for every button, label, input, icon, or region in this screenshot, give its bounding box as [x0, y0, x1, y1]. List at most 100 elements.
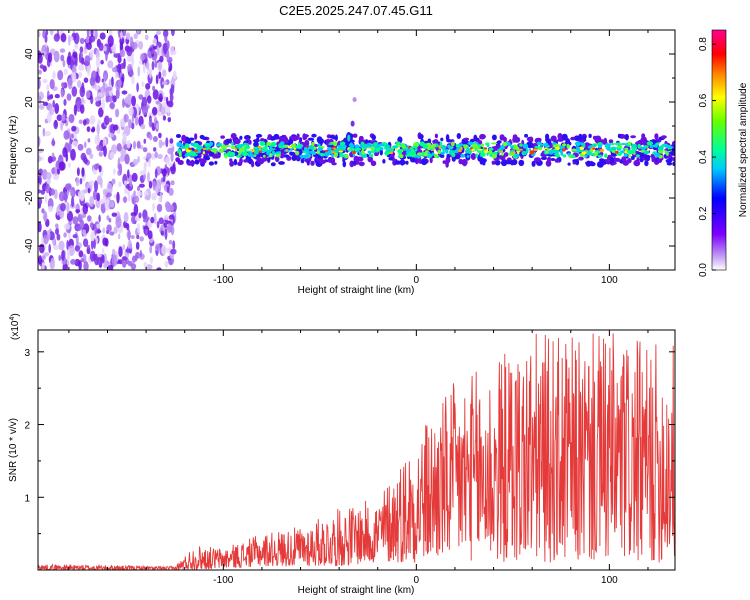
- noise-blob: [125, 248, 132, 253]
- signal-peak: [394, 148, 398, 151]
- signal-blob-core: [339, 152, 344, 155]
- spectrogram-y-tick-label: -40: [24, 238, 35, 253]
- noise-blob: [164, 260, 169, 268]
- noise-region: [38, 30, 178, 270]
- noise-blob: [89, 49, 94, 58]
- noise-blob: [162, 69, 167, 78]
- signal-blob-core: [178, 143, 184, 146]
- signal-peak: [293, 147, 297, 150]
- noise-blob: [42, 255, 46, 260]
- noise-blob: [38, 189, 42, 194]
- noise-blob: [137, 66, 141, 77]
- noise-blob: [170, 163, 176, 175]
- snr-x-tick-label: -100: [213, 575, 233, 586]
- noise-blob: [155, 74, 159, 85]
- noise-blob: [79, 85, 86, 98]
- noise-blob: [73, 104, 77, 116]
- noise-blob: [168, 66, 172, 73]
- spectrogram-x-label: Height of straight line (km): [298, 285, 415, 296]
- signal-blob-core: [491, 153, 497, 159]
- signal-blob-outer: [624, 133, 629, 141]
- colorbar-ticks: 0.0 0.2 0.4 0.6 0.8: [698, 37, 716, 277]
- noise-blob: [139, 249, 143, 258]
- noise-blob: [169, 93, 174, 102]
- noise-blob: [53, 244, 60, 251]
- noise-blob: [133, 33, 138, 40]
- noise-blob: [66, 240, 69, 251]
- noise-blob: [172, 70, 177, 80]
- noise-blob: [61, 113, 66, 122]
- noise-blob: [82, 229, 87, 236]
- noise-blob: [38, 222, 42, 233]
- noise-blob: [102, 137, 107, 148]
- signal-blob-core: [344, 154, 349, 158]
- noise-blob: [66, 201, 70, 214]
- signal-peak: [471, 148, 474, 152]
- noise-blob: [49, 188, 56, 196]
- signal-peak: [592, 147, 596, 150]
- noise-blob: [163, 30, 169, 38]
- signal-blob-core: [262, 146, 268, 152]
- noise-blob: [106, 215, 110, 221]
- signal-blob-core: [538, 147, 543, 150]
- signal-peak: [615, 150, 619, 154]
- signal-blob-outer: [229, 160, 235, 167]
- signal-blob-core: [375, 147, 381, 152]
- noise-blob: [101, 98, 106, 111]
- noise-blob: [93, 238, 96, 250]
- noise-blob: [68, 113, 75, 124]
- noise-blob: [122, 30, 127, 37]
- noise-blob: [98, 151, 104, 157]
- noise-blob: [83, 49, 88, 55]
- signal-blob-core: [370, 150, 376, 154]
- noise-blob: [170, 180, 175, 186]
- noise-blob: [46, 178, 51, 185]
- noise-blob: [154, 151, 158, 159]
- signal-blob-core: [437, 149, 442, 155]
- signal-blob-core: [553, 149, 560, 153]
- noise-blob: [107, 35, 114, 47]
- noise-blob: [158, 71, 162, 79]
- noise-blob: [41, 261, 45, 270]
- signal-blob-outer: [633, 159, 641, 167]
- signal-peak: [202, 151, 206, 155]
- signal-blob-outer: [418, 134, 424, 140]
- signal-blob-outer: [456, 133, 461, 139]
- signal-blob-outer: [661, 135, 667, 139]
- signal-blob-core: [584, 154, 588, 158]
- noise-blob: [166, 50, 170, 61]
- signal-peak: [518, 148, 523, 151]
- signal-blob-outer: [622, 160, 629, 166]
- signal-blob-core: [417, 152, 423, 156]
- noise-blob: [71, 133, 74, 139]
- noise-blob: [75, 177, 80, 187]
- snr-y-tick-label: 1: [24, 493, 30, 504]
- noise-blob: [137, 185, 140, 192]
- noise-blob: [47, 52, 53, 63]
- signal-blob-outer: [194, 133, 198, 140]
- signal-blob-core: [359, 143, 363, 148]
- noise-blob: [82, 119, 87, 126]
- signal-blob-outer: [608, 139, 614, 144]
- noise-blob: [80, 97, 85, 103]
- signal-blob-outer: [304, 139, 310, 147]
- signal-blob-outer: [291, 155, 298, 161]
- noise-blob: [141, 96, 148, 108]
- signal-blob-core: [594, 151, 598, 157]
- signal-blob-outer: [255, 133, 263, 138]
- signal-blob-core: [401, 144, 405, 149]
- noise-blob: [60, 202, 66, 212]
- signal-peak: [188, 148, 192, 150]
- noise-blob: [81, 167, 85, 178]
- noise-blob: [128, 107, 134, 116]
- signal-blob-core: [262, 154, 266, 158]
- signal-blob-outer: [491, 160, 496, 165]
- noise-blob: [77, 143, 84, 151]
- signal-peak: [202, 147, 206, 151]
- signal-blob-core: [451, 141, 455, 147]
- noise-blob: [157, 153, 163, 160]
- noise-blob: [156, 267, 162, 270]
- signal-blob-core: [614, 142, 622, 146]
- noise-blob: [66, 248, 70, 261]
- noise-blob: [151, 153, 156, 161]
